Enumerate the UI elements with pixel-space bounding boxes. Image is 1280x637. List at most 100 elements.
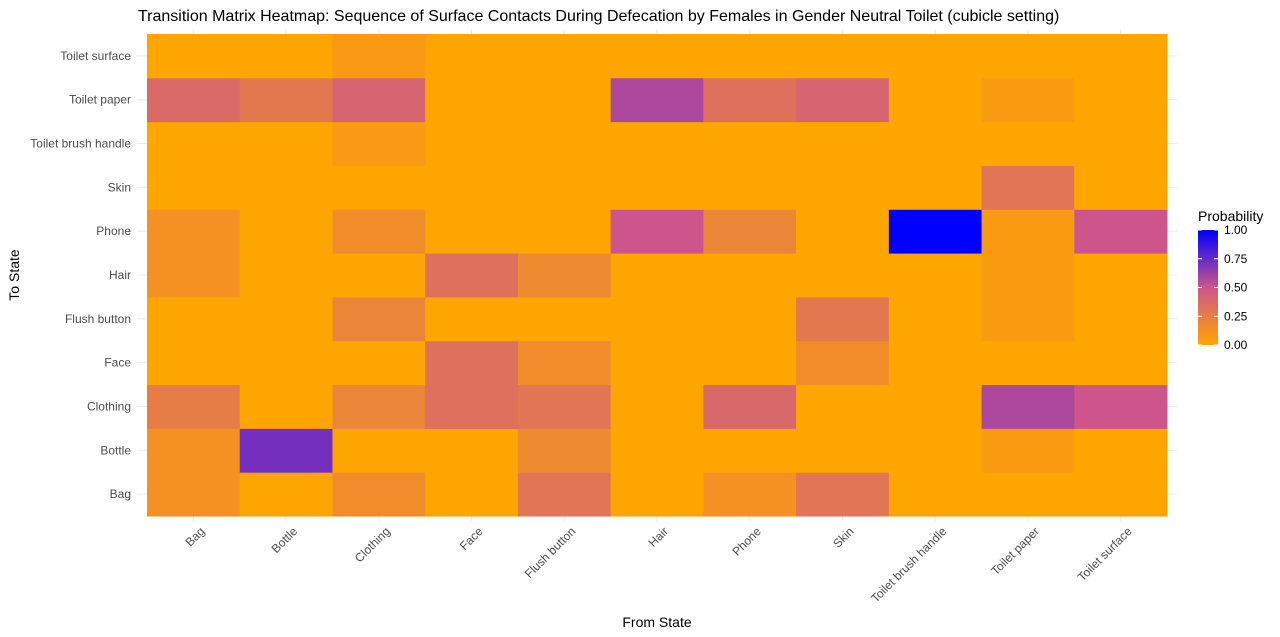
heatmap-cell [888, 34, 983, 79]
heatmap-cell [147, 34, 241, 79]
heatmap-cell [888, 253, 983, 298]
heatmap-cell [888, 340, 983, 386]
heatmap-cell [981, 296, 1075, 342]
legend-tick-label: 0.25 [1224, 309, 1248, 323]
y-tick-label: Hair [109, 268, 131, 282]
heatmap-cell [239, 121, 333, 166]
heatmap-cell [425, 296, 519, 342]
heatmap-cell [610, 428, 704, 473]
heatmap-cells [147, 34, 1168, 517]
heatmap-cell [703, 340, 797, 386]
heatmap-cell [239, 253, 333, 298]
heatmap-cell [703, 472, 797, 517]
heatmap-cell [1074, 77, 1168, 123]
heatmap-cell [332, 34, 426, 79]
heatmap-cell [610, 209, 704, 254]
heatmap-cell [888, 384, 983, 429]
x-tick-label: Bottle [269, 524, 301, 556]
heatmap-cell [610, 253, 704, 298]
x-tick-label: Skin [830, 524, 856, 550]
heatmap-cell [610, 296, 704, 342]
heatmap-cell [703, 253, 797, 298]
x-axis-title: From State [622, 614, 691, 630]
heatmap-cell [517, 121, 612, 166]
heatmap-cell [425, 428, 519, 473]
heatmap-cell [703, 77, 797, 123]
heatmap-cell [981, 340, 1075, 386]
heatmap-cell [610, 340, 704, 386]
heatmap-cell [239, 209, 333, 254]
heatmap-cell [517, 77, 612, 123]
chart-title: Transition Matrix Heatmap: Sequence of S… [138, 8, 1059, 25]
legend-title: Probability [1198, 208, 1263, 224]
heatmap-cell [517, 428, 612, 473]
y-tick-label: Toilet brush handle [30, 137, 131, 151]
heatmap-cell [1074, 296, 1168, 342]
heatmap-cell [981, 384, 1075, 429]
heatmap-cell [703, 209, 797, 254]
heatmap-cell [517, 34, 612, 79]
heatmap-cell [517, 253, 612, 298]
x-tick-label: Bag [182, 524, 207, 549]
heatmap-cell [147, 77, 241, 123]
heatmap-cell [888, 428, 983, 473]
heatmap-cell [147, 472, 241, 517]
heatmap-cell [239, 34, 333, 79]
heatmap-cell [332, 121, 426, 166]
legend-tick-label: 0.50 [1224, 281, 1248, 295]
heatmap-cell [610, 121, 704, 166]
heatmap-cell [703, 121, 797, 166]
y-tick-label: Toilet paper [69, 93, 131, 107]
heatmap-cell [239, 340, 333, 386]
heatmap-cell [1074, 340, 1168, 386]
heatmap-cell [1074, 209, 1168, 254]
heatmap-cell [425, 253, 519, 298]
heatmap-cell [610, 34, 704, 79]
heatmap-cell [1074, 34, 1168, 79]
x-tick-label: Hair [646, 524, 671, 549]
heatmap-cell [147, 340, 241, 386]
heatmap-cell [239, 384, 333, 429]
heatmap-cell [888, 165, 983, 210]
heatmap-cell [517, 165, 612, 210]
heatmap-cell [1074, 428, 1168, 473]
heatmap-cell [147, 253, 241, 298]
heatmap-cell [239, 77, 333, 123]
heatmap-cell [425, 34, 519, 79]
heatmap-cell [517, 209, 612, 254]
heatmap-cell [703, 34, 797, 79]
heatmap-cell [425, 384, 519, 429]
y-axis-title: To State [6, 249, 22, 301]
heatmap-cell [981, 253, 1075, 298]
heatmap-cell [888, 77, 983, 123]
y-tick-label: Phone [96, 224, 131, 238]
heatmap-cell [239, 296, 333, 342]
heatmap-cell [425, 121, 519, 166]
heatmap-cell [332, 77, 426, 123]
heatmap-cell [239, 472, 333, 517]
heatmap-cell [610, 165, 704, 210]
y-tick-label: Clothing [87, 399, 131, 413]
heatmap-cell [239, 428, 333, 473]
y-tick-label: Bottle [100, 443, 131, 457]
heatmap-cell [888, 296, 983, 342]
heatmap-cell [332, 209, 426, 254]
heatmap-cell [425, 340, 519, 386]
legend-tick-label: 0.00 [1224, 338, 1248, 352]
legend-tick-label: 1.00 [1224, 223, 1248, 237]
heatmap-cell [888, 121, 983, 166]
heatmap-cell [1074, 472, 1168, 517]
x-tick-label: Flush button [522, 524, 579, 581]
heatmap-cell [796, 209, 890, 254]
heatmap-cell [981, 121, 1075, 166]
heatmap-cell [610, 77, 704, 123]
heatmap-cell [981, 77, 1075, 123]
heatmap-cell [332, 165, 426, 210]
heatmap-cell [703, 428, 797, 473]
heatmap-cell [147, 384, 241, 429]
heatmap-cell [796, 384, 890, 429]
heatmap-cell [239, 165, 333, 210]
heatmap-cell [1074, 121, 1168, 166]
y-tick-label: Face [104, 356, 131, 370]
heatmap-cell [1074, 384, 1168, 429]
